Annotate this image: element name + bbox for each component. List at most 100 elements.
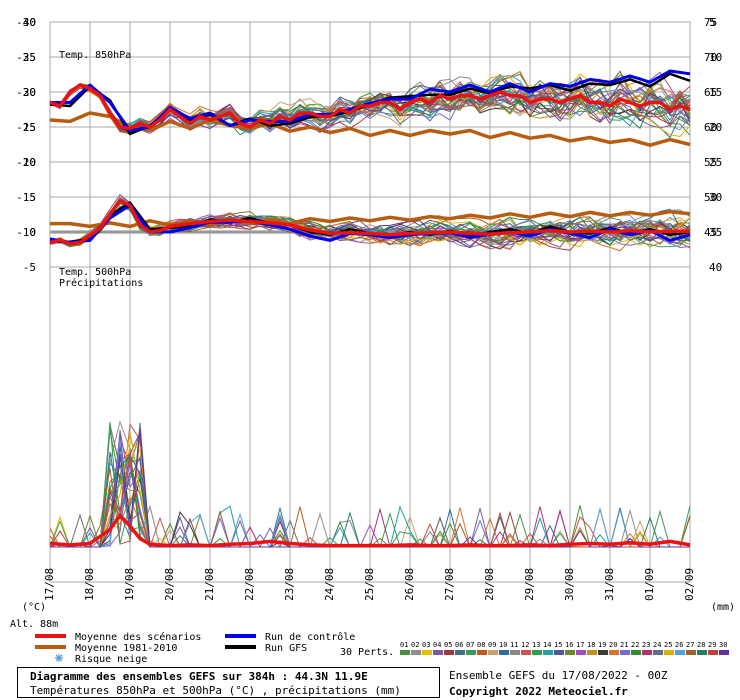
footer-title-box: Diagramme des ensembles GEFS sur 384h : …: [17, 667, 440, 698]
y-left-tick: 15: [23, 121, 36, 134]
legend: Moyenne des scénarios Moyenne 1981-2010 …: [35, 631, 729, 665]
y-right-tick: 75: [704, 16, 717, 29]
y-right-tick: 35: [709, 226, 722, 239]
x-tick: 31/08: [603, 568, 616, 601]
t850-climate-line: [49, 111, 691, 147]
legend-label-mean: Moyenne des scénarios: [75, 631, 201, 643]
pert-legend-swatch: [686, 650, 696, 655]
y-right-tick: 25: [709, 156, 722, 169]
pert-legend-number: 25: [664, 641, 672, 649]
x-tick: 20/08: [163, 568, 176, 601]
main-series: [49, 69, 691, 548]
t500-climate-line: [50, 209, 691, 229]
pert-legend-number: 17: [576, 641, 584, 649]
footer-title: Diagramme des ensembles GEFS sur 384h : …: [30, 670, 368, 683]
pert-legend-swatch: [631, 650, 641, 655]
y-left-tick: 25: [23, 51, 36, 64]
pert-legend-number: 09: [488, 641, 496, 649]
pert-legend-number: 24: [653, 641, 661, 649]
pert-legend-swatch: [653, 650, 663, 655]
x-tick: 21/08: [203, 568, 216, 601]
pert-legend-number: 02: [411, 641, 419, 649]
pert-legend-number: 05: [444, 641, 452, 649]
pert-legend-swatch: [488, 650, 498, 655]
pert-legend-number: 11: [510, 641, 518, 649]
y-left-tick: -30: [16, 86, 36, 99]
pert-legend-number: 04: [433, 641, 441, 649]
y-left-tick: -10: [16, 226, 36, 239]
pert-legend-number: 19: [598, 641, 606, 649]
pert-legend-swatch: [642, 650, 652, 655]
legend-label-snow: Risque neige: [75, 654, 147, 665]
pert-legend-swatch: [576, 650, 586, 655]
x-tick: 28/08: [483, 568, 496, 601]
pert-legend-swatch: [499, 650, 509, 655]
y-right-tick: 20: [709, 121, 722, 134]
t500-mean-line: [49, 198, 690, 246]
x-tick: 25/08: [363, 568, 376, 601]
y-right-tick: 65: [704, 86, 717, 99]
y-right-tick: 60: [704, 121, 717, 134]
pert-legend-swatch: [719, 650, 729, 655]
pert-legend-swatch: [532, 650, 542, 655]
pert-legend-swatch: [587, 650, 597, 655]
x-tick: 24/08: [323, 568, 336, 601]
footer-copyright: Copyright 2022 Meteociel.fr: [449, 685, 628, 698]
x-tick: 19/08: [123, 568, 136, 601]
x-tick: 26/08: [403, 568, 416, 601]
pert-legend-swatch: [466, 650, 476, 655]
precip-mean-line: [49, 513, 691, 548]
pert-legend-swatch: [565, 650, 575, 655]
y-left-tick: -35: [16, 51, 36, 64]
pert-legend-swatch: [675, 650, 685, 655]
x-tick: 18/08: [83, 568, 96, 601]
pert-legend-swatch: [598, 650, 608, 655]
pert-legend-swatch: [609, 650, 619, 655]
y-left-tick: -40: [16, 16, 36, 29]
plot-frame: [49, 21, 691, 583]
pert-legend-number: 27: [686, 641, 694, 649]
y-left-tick: -20: [16, 156, 36, 169]
pert-legend-swatch: [400, 650, 410, 655]
y-right-tick: 50: [704, 191, 717, 204]
pert-legend-number: 29: [708, 641, 716, 649]
y-right-tick: 30: [709, 191, 722, 204]
legend-label-gfs: Run GFS: [265, 643, 307, 654]
pert-legend-swatch: [477, 650, 487, 655]
y-left-tick: 10: [23, 156, 36, 169]
pert-legend-swatch: [543, 650, 553, 655]
x-tick: 27/08: [443, 568, 456, 601]
y-left-tick: -5: [23, 261, 36, 274]
legend-perts-label: 30 Perts.: [340, 647, 394, 658]
y-right-tick: 5: [709, 16, 716, 29]
pert-legend-number: 13: [532, 641, 540, 649]
y-left-tick: 0: [29, 226, 36, 239]
pert-legend-number: 15: [554, 641, 562, 649]
pert-legend-swatch: [620, 650, 630, 655]
unit-left: (°C): [22, 602, 46, 613]
y-right-tick: 55: [704, 156, 717, 169]
pert-legend-number: 03: [422, 641, 430, 649]
y-left-tick: 5: [29, 191, 36, 204]
y-left-tick: -25: [16, 121, 36, 134]
x-tick: 22/08: [243, 568, 256, 601]
pert-legend-swatch: [411, 650, 421, 655]
pert-legend-number: 28: [697, 641, 705, 649]
y-left-tick: 30: [23, 16, 36, 29]
pert-legend-number: 20: [609, 641, 617, 649]
pert-legend-swatch: [521, 650, 531, 655]
pert-legend-number: 14: [543, 641, 551, 649]
pert-18-t850: [49, 85, 691, 131]
x-tick: 01/09: [643, 568, 656, 601]
pert-legend-number: 10: [499, 641, 507, 649]
footer-run-info: Ensemble GEFS du 17/08/2022 - 00Z: [449, 669, 668, 682]
y-right-tick: 70: [704, 51, 717, 64]
axis-ticks: 30252015105075706560555045-5-10-15-20-25…: [16, 16, 722, 601]
pert-legend-swatch: [433, 650, 443, 655]
y-right-tick: 45: [704, 226, 717, 239]
pert-legend-swatch: [444, 650, 454, 655]
pert-legend-number: 12: [521, 641, 529, 649]
pert-legend-swatch: [510, 650, 520, 655]
pert-legend-number: 06: [455, 641, 463, 649]
